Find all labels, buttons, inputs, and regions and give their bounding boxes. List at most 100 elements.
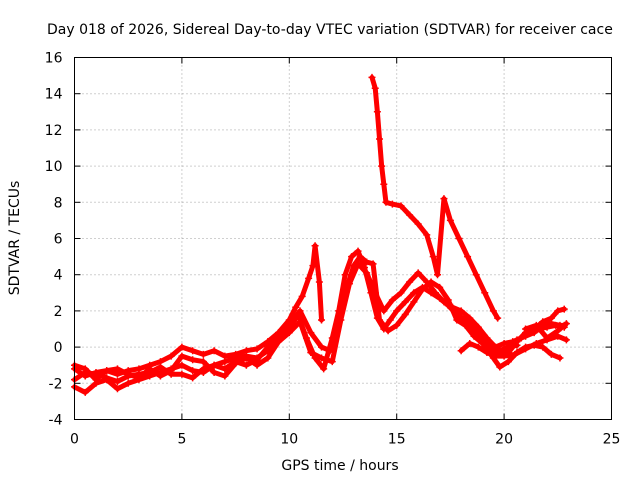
data-point-marker	[341, 271, 349, 279]
data-point-marker	[354, 260, 362, 268]
y-tick-label: 0	[54, 340, 63, 356]
data-point-marker	[474, 343, 482, 351]
data-point-marker	[410, 298, 418, 306]
data-point-marker	[369, 260, 377, 268]
data-point-marker	[354, 247, 362, 255]
y-tick-label: 10	[45, 159, 63, 175]
data-point-marker	[296, 307, 304, 315]
data-point-marker	[554, 307, 562, 315]
data-point-marker	[522, 325, 530, 333]
data-point-marker	[178, 361, 186, 369]
data-point-marker	[406, 211, 414, 219]
data-point-marker	[146, 365, 154, 373]
data-point-marker	[113, 385, 121, 393]
data-point-marker	[103, 374, 111, 382]
x-tick-label: 5	[177, 432, 186, 448]
data-point-marker	[199, 350, 207, 358]
data-point-marker	[401, 298, 409, 306]
data-point-marker	[547, 350, 555, 358]
data-point-marker	[436, 283, 444, 291]
data-point-marker	[124, 379, 132, 387]
data-point-marker	[466, 314, 474, 322]
y-tick-label: 16	[45, 51, 63, 67]
data-point-marker	[210, 368, 218, 376]
data-point-marker	[431, 289, 439, 297]
data-point-marker	[472, 271, 480, 279]
axis-ticks: 0 5 10 15 20 25 -4 -2 0 2 4 6 8 10 12 14 16	[45, 51, 621, 448]
data-point-marker	[178, 343, 186, 351]
data-point-marker	[368, 73, 376, 81]
data-point-marker	[345, 280, 353, 288]
x-tick-label: 0	[70, 432, 79, 448]
data-point-marker	[318, 354, 326, 362]
x-tick-label: 25	[603, 432, 621, 448]
data-point-marker	[378, 162, 386, 170]
data-point-marker	[418, 285, 426, 293]
data-point-marker	[500, 339, 508, 347]
data-point-marker	[492, 343, 500, 351]
data-point-marker	[434, 271, 442, 279]
data-point-marker	[156, 372, 164, 380]
data-point-marker	[92, 376, 100, 384]
data-point-marker	[511, 350, 519, 358]
data-point-marker	[264, 343, 272, 351]
data-point-marker	[189, 347, 197, 355]
data-point-marker	[397, 289, 405, 297]
data-point-marker	[410, 289, 418, 297]
data-point-marker	[124, 370, 132, 378]
data-point-marker	[547, 314, 555, 322]
y-tick-label: 8	[54, 195, 63, 211]
data-point-marker	[275, 338, 283, 346]
data-point-marker	[562, 320, 570, 328]
data-point-marker	[532, 339, 540, 347]
data-point-marker	[292, 303, 300, 311]
data-point-marker	[264, 354, 272, 362]
data-point-marker	[446, 216, 454, 224]
data-point-marker	[453, 316, 461, 324]
data-point-marker	[371, 84, 379, 92]
data-point-marker	[210, 361, 218, 369]
data-point-marker	[81, 365, 89, 373]
y-tick-label: -2	[49, 376, 63, 392]
data-point-marker	[423, 231, 431, 239]
series-track-4	[72, 261, 567, 383]
data-point-marker	[461, 321, 469, 329]
data-point-marker	[483, 349, 491, 357]
data-point-marker	[386, 316, 394, 324]
data-point-marker	[113, 377, 121, 385]
data-point-marker	[532, 321, 540, 329]
data-point-marker	[562, 336, 570, 344]
data-point-marker	[455, 235, 463, 242]
data-point-marker	[464, 253, 472, 261]
y-tick-label: -4	[49, 413, 63, 429]
data-point-marker	[363, 258, 371, 266]
series-group	[71, 73, 570, 396]
data-point-marker	[210, 347, 218, 355]
data-point-marker	[393, 321, 401, 329]
data-point-marker	[382, 198, 390, 206]
data-point-marker	[380, 180, 388, 188]
data-point-marker	[242, 361, 250, 369]
y-tick-label: 14	[45, 87, 63, 103]
data-point-marker	[318, 316, 326, 324]
y-tick-label: 6	[54, 232, 63, 248]
data-point-marker	[397, 202, 405, 210]
data-point-marker	[199, 358, 207, 366]
data-point-marker	[483, 334, 491, 342]
data-point-marker	[135, 374, 143, 382]
data-point-marker	[232, 359, 240, 367]
data-point-marker	[285, 321, 293, 329]
data-point-marker	[189, 374, 197, 382]
data-point-marker	[242, 354, 250, 362]
data-point-marker	[388, 200, 396, 208]
y-axis-title: SDTVAR / TECUs	[7, 181, 23, 296]
data-point-marker	[496, 363, 504, 371]
data-point-marker	[221, 372, 229, 380]
data-point-marker	[453, 307, 461, 315]
chart-title: Day 018 of 2026, Sidereal Day-to-day VTE…	[47, 22, 613, 38]
series-track-2	[72, 248, 520, 395]
data-point-marker	[167, 367, 175, 375]
data-point-marker	[307, 349, 315, 357]
data-point-marker	[543, 334, 551, 342]
data-point-marker	[320, 365, 328, 373]
